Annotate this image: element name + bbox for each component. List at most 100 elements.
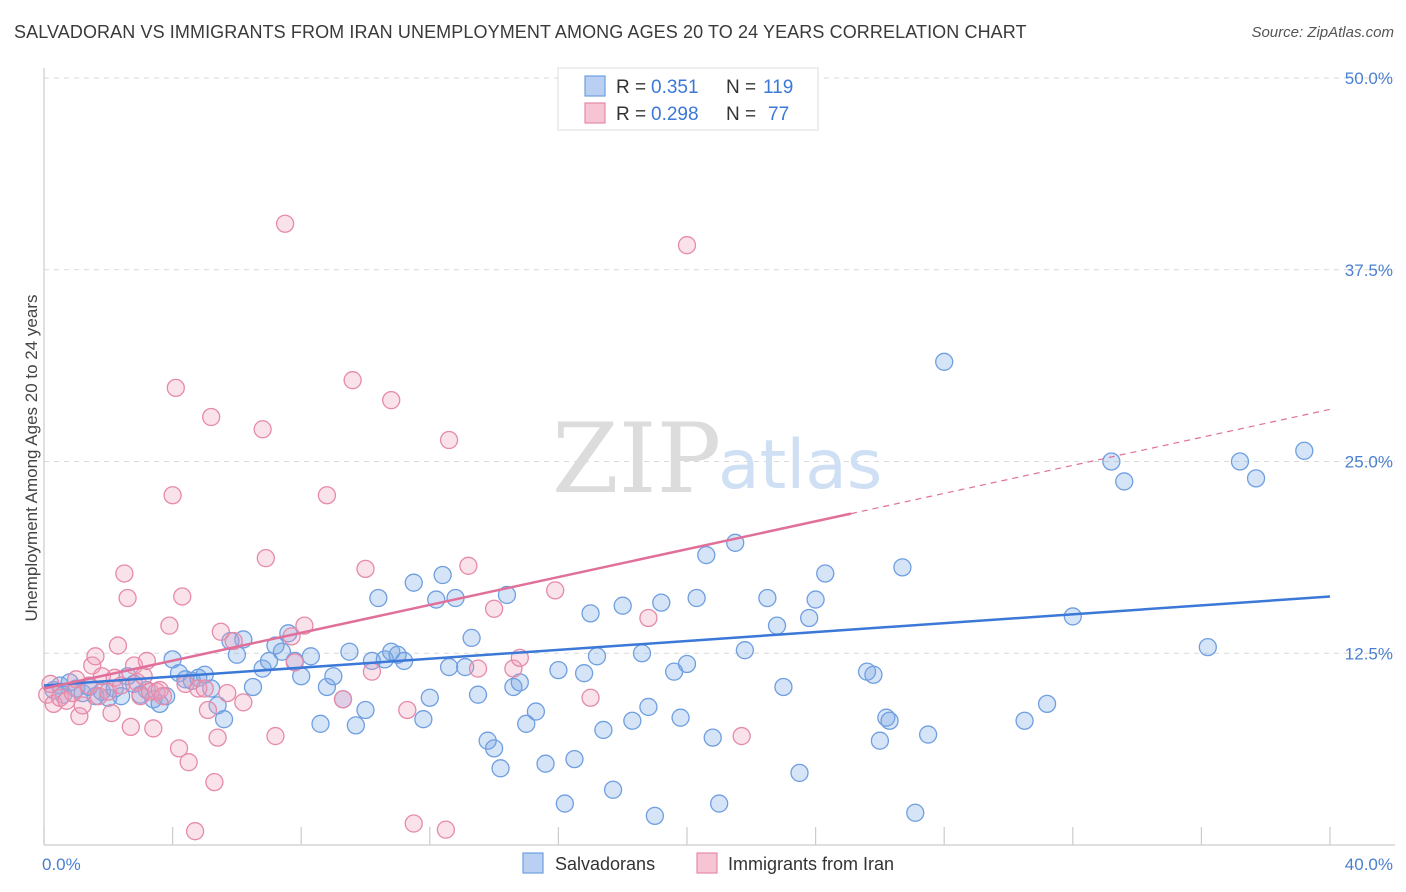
data-point-iran — [144, 719, 163, 738]
data-point-iran — [211, 622, 230, 641]
data-point-iran — [266, 726, 285, 746]
x-tick-label: 40.0% — [1345, 855, 1393, 874]
data-point-iran — [732, 726, 751, 746]
data-point-iran — [173, 587, 192, 606]
data-point-iran — [253, 420, 272, 439]
legend-r-label: R = — [616, 104, 646, 125]
y-tick-labels: 12.5% 25.0% 37.5% 50.0% — [1345, 69, 1393, 663]
data-point-salvadorans — [893, 558, 912, 577]
legend-r-value-salvadorans: 0.351 — [651, 77, 699, 98]
data-point-salvadorans — [340, 642, 359, 661]
grid-lines — [44, 77, 1395, 654]
data-point-salvadorans — [1230, 452, 1250, 471]
data-point-salvadorans — [935, 352, 954, 371]
trendline-iran — [43, 512, 852, 690]
data-point-iran — [404, 814, 423, 833]
data-point-salvadorans — [1198, 637, 1217, 657]
bottom-legend-label-iran: Immigrants from Iran — [728, 854, 894, 874]
data-point-iran — [484, 599, 504, 618]
bottom-legend-swatch-salvadorans — [522, 852, 544, 874]
data-point-salvadorans — [497, 585, 517, 605]
data-point-salvadorans — [517, 714, 536, 733]
data-point-iran — [118, 588, 137, 608]
legend-n-value-iran: 77 — [768, 104, 789, 125]
data-point-salvadorans — [565, 749, 584, 769]
data-point-salvadorans — [864, 665, 883, 684]
data-point-iran — [102, 703, 121, 723]
data-point-salvadorans — [870, 731, 890, 750]
data-point-iran — [317, 486, 337, 505]
data-point-iran — [275, 214, 295, 233]
data-point-iran — [195, 679, 214, 698]
data-point-salvadorans — [526, 702, 546, 721]
data-point-salvadorans — [639, 697, 658, 717]
data-point-salvadorans — [1063, 607, 1082, 626]
data-point-iran — [295, 616, 314, 635]
data-point-salvadorans — [735, 641, 755, 660]
data-point-iran — [198, 700, 218, 720]
y-tick-label: 25.0% — [1345, 453, 1393, 472]
data-point-salvadorans — [880, 711, 899, 730]
data-point-iran — [189, 679, 208, 698]
data-point-salvadorans — [758, 588, 777, 608]
data-point-salvadorans — [414, 710, 433, 729]
data-point-iran — [153, 687, 173, 706]
x-tick-labels: 0.0% 40.0% — [42, 855, 1393, 874]
data-point-iran — [86, 647, 105, 666]
data-point-iran — [218, 683, 237, 703]
x-tick-label: 0.0% — [42, 855, 81, 874]
data-point-salvadorans — [1115, 472, 1134, 491]
data-point-salvadorans — [677, 654, 697, 674]
series-iran-points — [38, 214, 751, 841]
data-point-iran — [208, 728, 227, 747]
data-point-salvadorans — [623, 711, 642, 730]
watermark-zip: ZIP — [552, 403, 721, 515]
data-point-salvadorans — [574, 664, 594, 683]
trendline-iran-extension — [850, 408, 1331, 515]
data-point-salvadorans — [1295, 441, 1314, 460]
data-point-salvadorans — [1037, 694, 1057, 714]
data-point-iran — [202, 407, 221, 427]
data-point-salvadorans — [272, 642, 292, 661]
data-point-salvadorans — [491, 759, 510, 778]
data-point-iran — [205, 772, 224, 792]
data-point-iran — [333, 690, 353, 709]
data-point-iran — [546, 581, 565, 600]
data-point-salvadorans — [581, 604, 600, 623]
data-point-iran — [468, 659, 488, 678]
data-point-iran — [436, 820, 456, 839]
data-point-salvadorans — [906, 803, 925, 822]
data-point-salvadorans — [594, 720, 613, 740]
y-tick-label: 12.5% — [1345, 644, 1393, 663]
data-point-salvadorans — [369, 588, 388, 608]
data-point-salvadorans — [317, 677, 337, 697]
data-point-salvadorans — [816, 564, 835, 583]
watermark-atlas: atlas — [718, 426, 882, 505]
data-point-iran — [121, 717, 140, 737]
data-point-iran — [439, 430, 459, 450]
data-point-salvadorans — [1102, 452, 1121, 471]
data-point-iran — [677, 236, 697, 255]
data-point-salvadorans — [645, 806, 664, 826]
data-point-salvadorans — [1246, 469, 1266, 488]
source-label: Source: ZipAtlas.com — [1251, 24, 1394, 41]
data-point-salvadorans — [687, 588, 706, 608]
bottom-legend: Salvadorans Immigrants from Iran — [522, 852, 894, 874]
data-point-salvadorans — [243, 677, 263, 697]
legend-r-value-iran: 0.298 — [651, 104, 699, 125]
data-point-salvadorans — [587, 647, 607, 666]
series-salvadorans-points — [44, 352, 1314, 826]
data-point-iran — [398, 700, 417, 720]
chart-title: SALVADORAN VS IMMIGRANTS FROM IRAN UNEMP… — [14, 22, 1027, 42]
data-point-salvadorans — [613, 596, 632, 615]
y-tick-label: 37.5% — [1345, 261, 1393, 280]
data-point-salvadorans — [918, 725, 938, 744]
bottom-legend-swatch-iran — [696, 852, 718, 874]
data-point-iran — [89, 687, 108, 706]
data-point-iran — [163, 486, 182, 505]
legend-n-label: N = — [726, 104, 756, 125]
data-point-iran — [166, 378, 185, 398]
bottom-legend-label-salvadorans: Salvadorans — [555, 854, 655, 874]
data-point-iran — [70, 706, 89, 726]
